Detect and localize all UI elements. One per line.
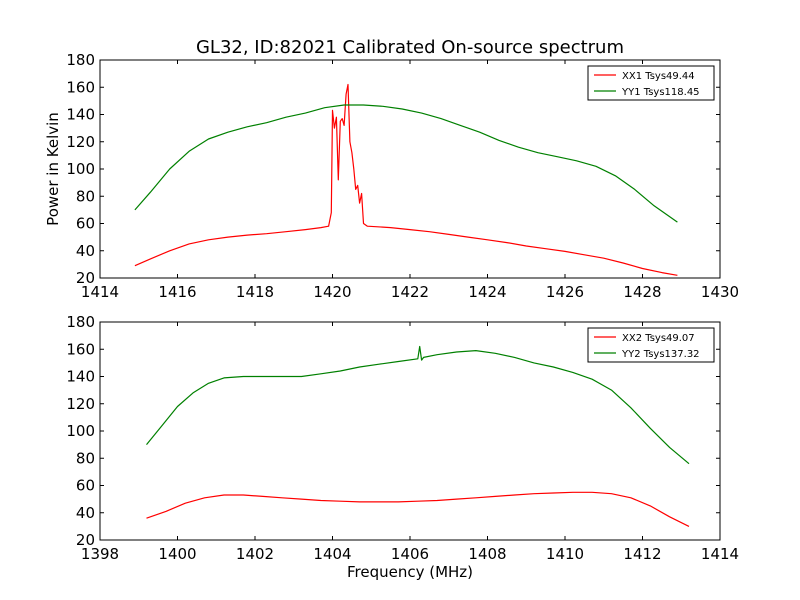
- bottom-x-tick-label: 1408: [468, 545, 506, 563]
- top-y-tick-label: 120: [66, 133, 95, 151]
- bottom-y-tick-label: 60: [76, 477, 95, 495]
- top-y-axis-label: Power in Kelvin: [44, 112, 62, 226]
- top-x-tick-label: 1430: [701, 283, 739, 301]
- bottom-legend-label: YY2 Tsys137.32: [621, 349, 700, 360]
- top-x-tick-label: 1414: [81, 283, 119, 301]
- bottom-x-tick-label: 1410: [546, 545, 584, 563]
- bottom-y-tick-label: 80: [76, 449, 95, 467]
- top-y-tick-label: 80: [76, 187, 95, 205]
- bottom-x-tick-label: 1412: [623, 545, 661, 563]
- top-series-xx-line: [134, 83, 678, 276]
- chart-title: GL32, ID:82021 Calibrated On-source spec…: [196, 37, 624, 58]
- top-y-tick-label: 60: [76, 215, 95, 233]
- top-panel: Power in Kelvin 1414 1416 1418 1420 1422 1424…: [44, 51, 739, 301]
- top-y-tick-label: 40: [76, 242, 95, 260]
- bottom-y-tick-label: 160: [66, 340, 95, 358]
- top-x-tick-label: 1426: [546, 283, 584, 301]
- top-legend-label: XX1 Tsys49.44: [622, 71, 695, 82]
- bottom-y-tick-label: 100: [66, 422, 95, 440]
- bottom-panel: Frequency (MHz) 1398 1400 1402 1404 1406 1408…: [66, 313, 739, 581]
- bottom-axes-frame: [99, 321, 721, 541]
- top-x-tick-label: 1428: [623, 283, 661, 301]
- top-y-tick-label: 160: [66, 78, 95, 96]
- top-legend-box: [587, 65, 715, 101]
- bottom-x-tick-label: 1402: [236, 545, 274, 563]
- top-axes-frame: [99, 59, 721, 279]
- bottom-y-tick-label: 40: [76, 504, 95, 522]
- top-series-yy-line: [134, 104, 678, 223]
- bottom-x-tick-label: 1400: [158, 545, 196, 563]
- bottom-x-tick-label: 1404: [313, 545, 351, 563]
- top-legend-label: YY1 Tsys118.45: [621, 87, 700, 98]
- top-x-tick-label: 1422: [391, 283, 429, 301]
- bottom-y-tick-label: 120: [66, 395, 95, 413]
- bottom-y-tick-label: 180: [66, 313, 95, 331]
- top-y-tick-label: 100: [66, 160, 95, 178]
- bottom-y-tick-label: 20: [76, 531, 95, 549]
- top-y-tick-label: 20: [76, 269, 95, 287]
- top-x-tick-label: 1420: [313, 283, 351, 301]
- bottom-y-tick-label: 140: [66, 368, 95, 386]
- top-x-tick-label: 1416: [158, 283, 196, 301]
- bottom-series-yy-line: [146, 345, 690, 465]
- bottom-series-xx-line: [146, 491, 690, 527]
- top-legend: XX1 Tsys49.44 YY1 Tsys118.45: [587, 65, 715, 101]
- bottom-legend-label: XX2 Tsys49.07: [622, 333, 695, 344]
- bottom-x-axis-label: Frequency (MHz): [347, 563, 473, 581]
- bottom-x-tick-label: 1398: [81, 545, 119, 563]
- bottom-x-tick-label: 1414: [701, 545, 739, 563]
- bottom-x-tick-label: 1406: [391, 545, 429, 563]
- top-x-tick-label: 1418: [236, 283, 274, 301]
- top-y-tick-label: 140: [66, 106, 95, 124]
- top-x-tick-label: 1424: [468, 283, 506, 301]
- bottom-legend: XX2 Tsys49.07 YY2 Tsys137.32: [587, 327, 715, 363]
- bottom-legend-box: [587, 327, 715, 363]
- top-y-tick-label: 180: [66, 51, 95, 69]
